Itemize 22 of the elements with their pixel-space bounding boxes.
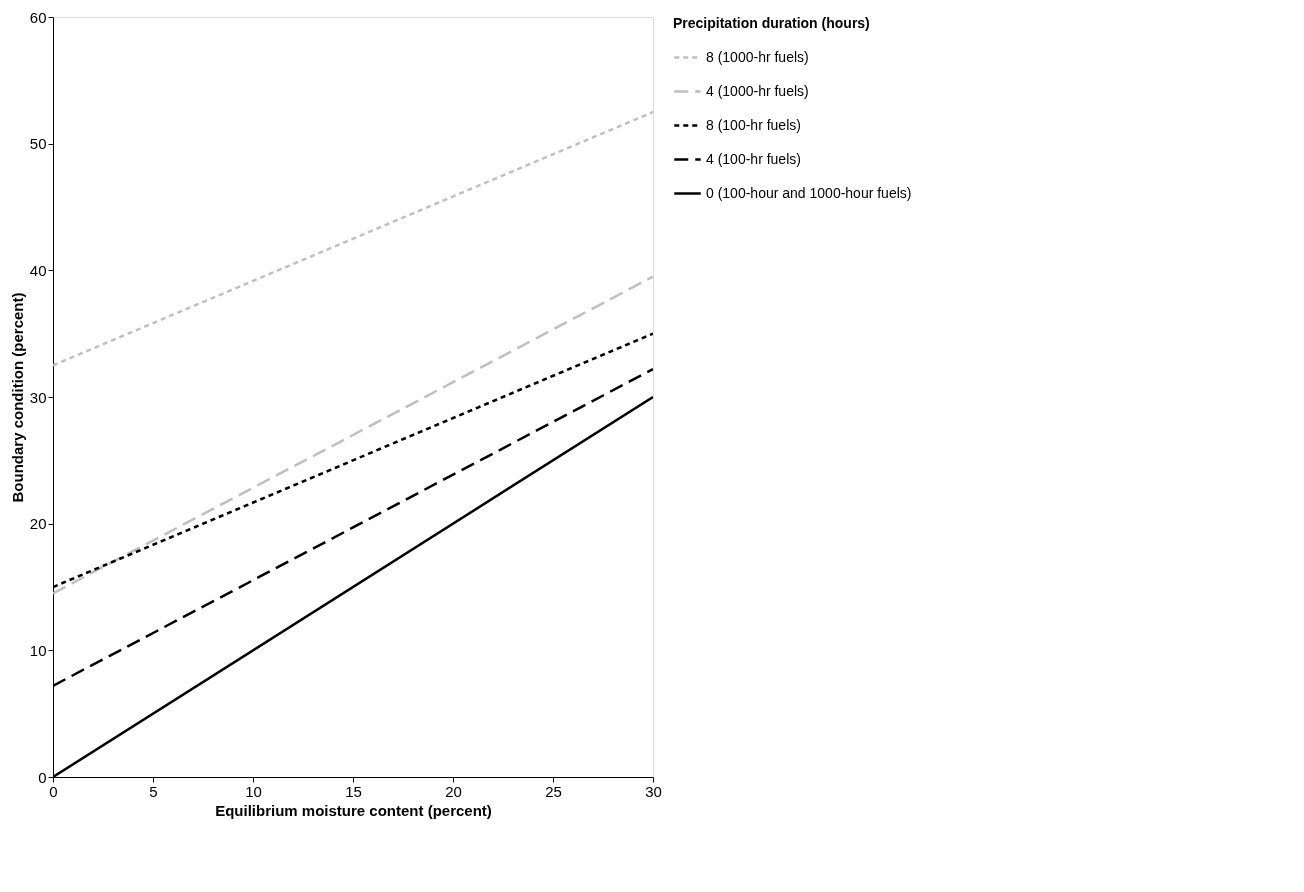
x-tick-label: 25 <box>545 782 562 800</box>
x-tick-label: 20 <box>445 782 462 800</box>
y-tick-label: 10 <box>29 641 47 659</box>
y-tick-label: 20 <box>29 515 47 533</box>
legend-title: Precipitation duration (hours) <box>673 15 870 31</box>
y-tick-label: 50 <box>29 135 47 153</box>
y-axis-title: Boundary condition (percent) <box>8 292 26 503</box>
x-tick-label: 15 <box>345 782 362 800</box>
legend-label: 0 (100-hour and 1000-hour fuels) <box>706 184 912 201</box>
y-tick-label: 60 <box>29 8 47 26</box>
x-tick-label: 5 <box>149 782 158 800</box>
legend-label: 8 (100-hr fuels) <box>706 116 801 133</box>
legend-label: 8 (1000-hr fuels) <box>706 48 809 65</box>
y-tick-label: 40 <box>29 261 47 279</box>
legend-label: 4 (1000-hr fuels) <box>706 82 809 99</box>
x-tick-label: 10 <box>245 782 262 800</box>
x-tick-label: 30 <box>645 782 662 800</box>
x-axis-title: Equilibrium moisture content (percent) <box>215 801 492 819</box>
x-tick-label: 0 <box>49 782 58 800</box>
y-tick-label: 0 <box>38 768 47 786</box>
legend-label: 4 (100-hr fuels) <box>706 150 801 167</box>
y-tick-label: 30 <box>29 388 47 406</box>
